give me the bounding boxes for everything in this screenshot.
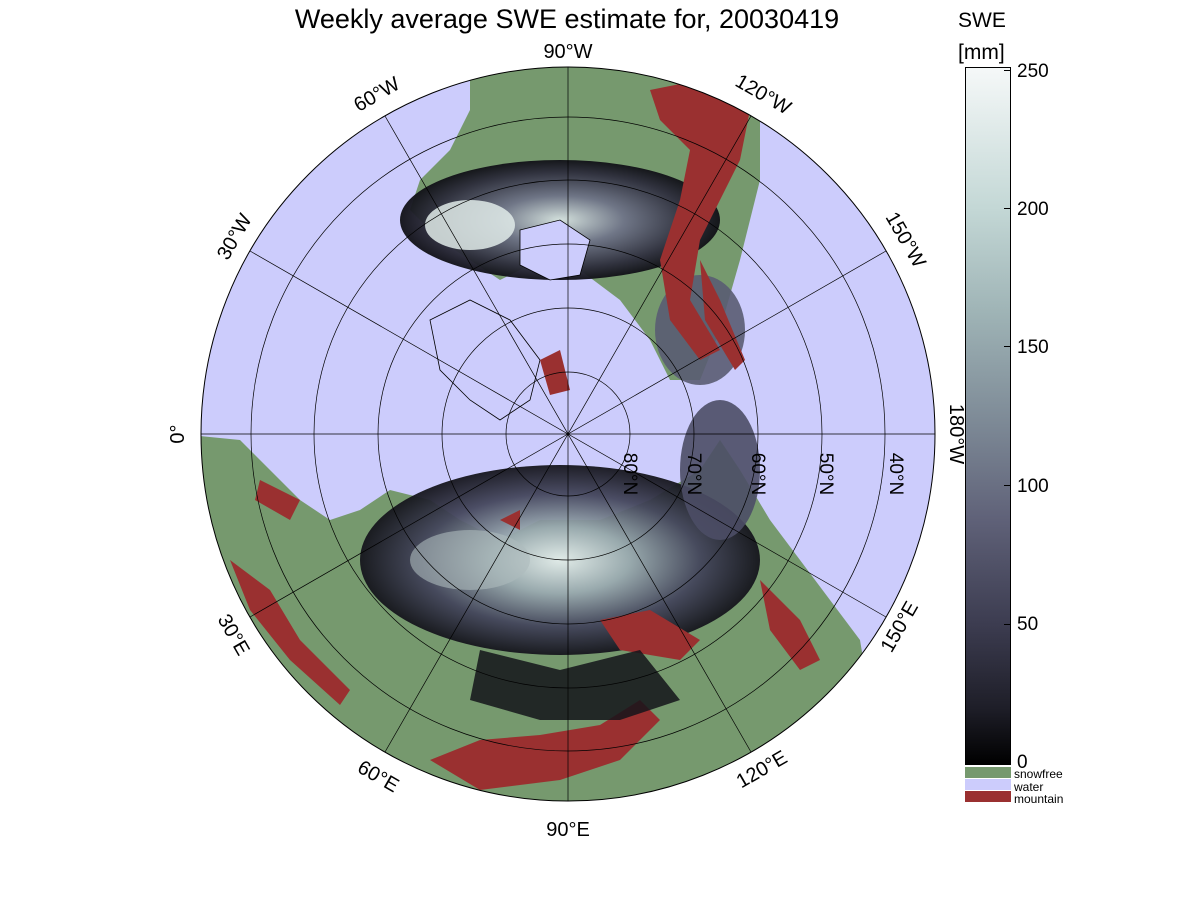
map-border <box>200 66 936 802</box>
lon-label-0: 0° <box>167 424 189 443</box>
mountain-areas <box>230 80 820 790</box>
colorbar-tick-label: 100 <box>1017 476 1049 497</box>
shallow-snow-belt <box>470 650 680 720</box>
lon-label-60e: 60°E <box>354 756 403 797</box>
legend-label-water: water <box>1014 780 1044 794</box>
colorbar-tick-mark <box>1004 208 1011 209</box>
lat-label-50n: 50°N <box>815 453 836 495</box>
legend-swatch-mountain <box>965 791 1011 802</box>
colorbar-tick-label: 0 <box>1017 752 1028 773</box>
lat-label-40n: 40°N <box>885 453 906 495</box>
colorbar <box>965 67 1011 765</box>
colorbar-title: SWE <box>958 9 1006 32</box>
lat-label-80n: 80°N <box>619 453 640 495</box>
colorbar-tick-label: 150 <box>1017 337 1049 358</box>
map-title: Weekly average SWE estimate for, 2003041… <box>294 4 840 34</box>
colorbar-tick-mark <box>1004 346 1011 347</box>
colorbar-tick-mark <box>1004 70 1011 71</box>
lon-label-90w: 90°W <box>543 41 592 63</box>
snowpack-patch <box>410 530 530 590</box>
lon-label-180w: 180°W <box>945 404 967 464</box>
colorbar-tick-mark <box>1004 485 1011 486</box>
legend-swatch-water <box>965 779 1011 790</box>
graticule <box>201 67 935 801</box>
colorbar-unit: [mm] <box>958 41 1005 64</box>
colorbar-tick-label: 50 <box>1017 614 1039 635</box>
greenland <box>429 299 541 421</box>
lat-label-60n: 60°N <box>747 453 768 495</box>
legend-swatch-snowfree <box>965 767 1011 778</box>
colorbar-tick-label: 250 <box>1017 61 1049 82</box>
siberia-snowpack <box>680 400 760 540</box>
legend-label-mountain: mountain <box>1014 792 1064 806</box>
legend-label-snowfree: snowfree <box>1014 767 1063 781</box>
colorbar-tick-label: 200 <box>1017 199 1049 220</box>
hudson-bay <box>519 219 591 281</box>
lon-label-30e: 30°E <box>213 611 254 660</box>
snowpack-bright-patch <box>425 200 515 250</box>
lat-label-70n: 70°N <box>683 453 704 495</box>
lon-label-90e: 90°E <box>546 819 590 841</box>
colorbar-tick-mark <box>1004 624 1011 625</box>
